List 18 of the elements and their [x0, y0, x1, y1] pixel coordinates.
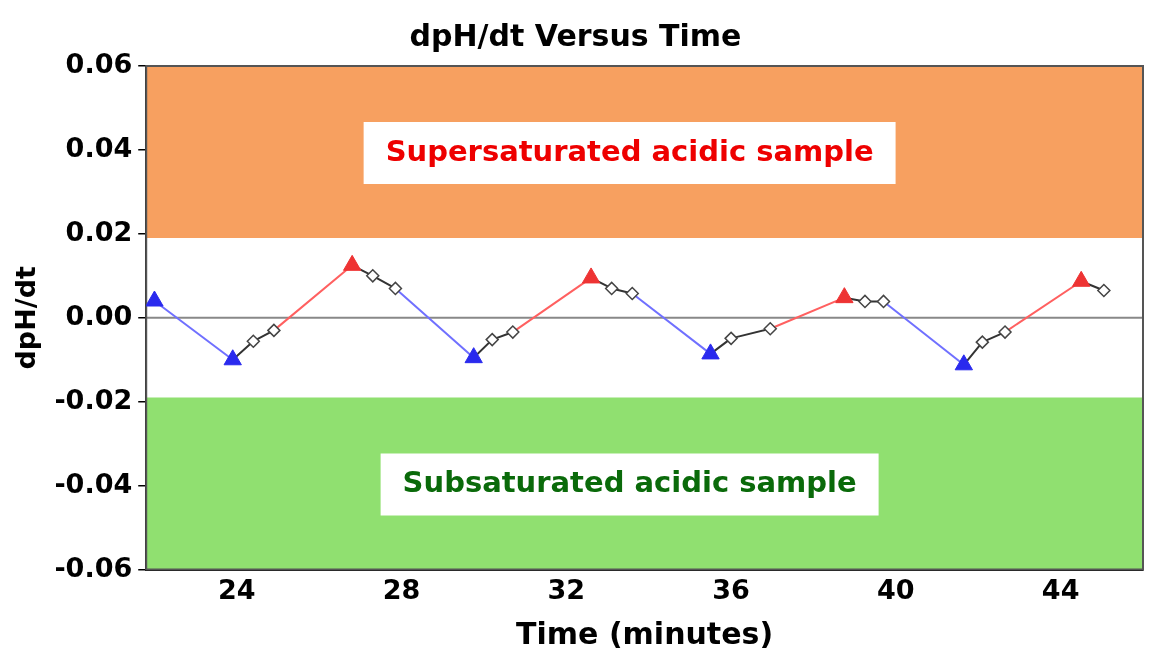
y-axis-title: dpH/dt: [10, 266, 42, 370]
x-axis-title: Time (minutes): [516, 615, 774, 651]
y-tick-label: 0.00: [65, 299, 133, 331]
y-tick-label: 0.02: [65, 215, 133, 247]
x-tick-label: 44: [1041, 573, 1080, 605]
band-label: Supersaturated acidic sample: [385, 133, 874, 168]
x-tick-label: 24: [218, 573, 256, 605]
y-tick-label: -0.06: [54, 551, 133, 583]
x-tick-label: 28: [382, 573, 421, 605]
chart-title: dpH/dt Versus Time: [409, 17, 742, 53]
x-tick-label: 36: [712, 573, 750, 605]
x-tick-label: 40: [877, 573, 915, 605]
x-tick-label: 32: [547, 573, 586, 605]
y-tick-label: -0.04: [54, 467, 133, 499]
y-tick-label: -0.02: [54, 383, 133, 415]
y-tick-label: 0.06: [65, 48, 133, 80]
band-label: Subsaturated acidic sample: [402, 465, 857, 500]
y-tick-label: 0.04: [65, 131, 133, 163]
